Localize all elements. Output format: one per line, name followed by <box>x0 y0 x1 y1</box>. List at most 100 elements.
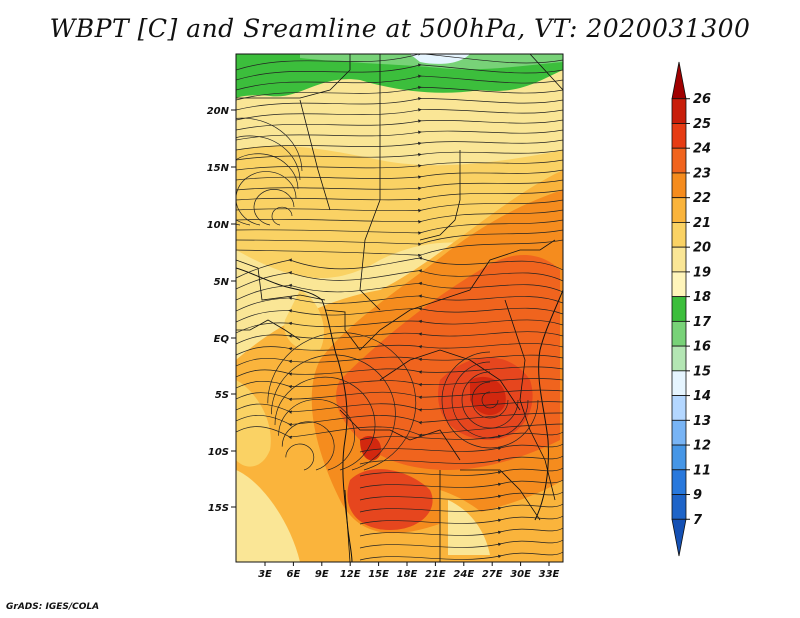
streamlines <box>236 54 563 561</box>
colorbar-label: 18 <box>693 290 711 305</box>
streamline <box>359 503 563 513</box>
colorbar-swatch <box>671 172 687 199</box>
streamline <box>359 467 563 477</box>
streamline <box>236 269 563 290</box>
west-pale-lobe <box>236 380 271 467</box>
colorbar-label: 13 <box>693 414 711 429</box>
lon-label: 24E <box>453 569 474 580</box>
streamline <box>236 169 563 181</box>
lat-label: 15S <box>208 503 229 514</box>
streamline <box>236 423 563 440</box>
colorbar-label: 12 <box>693 439 711 454</box>
colorbar-swatch <box>671 147 687 174</box>
streamline <box>481 391 499 409</box>
streamline <box>236 412 563 427</box>
colorbar-swatch <box>671 61 687 100</box>
lat-label: 5S <box>215 390 229 401</box>
colorbar-label: 22 <box>693 191 711 206</box>
colorbar-swatch <box>671 246 687 273</box>
lat-label: EQ <box>214 334 230 345</box>
streamline <box>236 281 563 301</box>
lat-label: 15N <box>207 163 230 174</box>
colorbar-label: 14 <box>693 389 711 404</box>
streamline <box>236 366 563 378</box>
lat-label: 10N <box>207 220 230 231</box>
streamline <box>236 54 563 71</box>
colorbar-swatch <box>671 370 687 396</box>
red-patch-south <box>347 469 433 530</box>
colorbar-label: 15 <box>693 364 711 379</box>
streamline <box>359 491 563 501</box>
streamline <box>236 139 563 151</box>
lon-label: 27E <box>482 569 503 580</box>
lon-label: 6E <box>287 569 301 580</box>
lat-axis: 20N 15N 10N 5N EQ 5S 10S 15S <box>207 106 236 514</box>
colorbar-swatch <box>671 296 687 322</box>
streamline <box>236 74 563 91</box>
lon-label: 33E <box>539 569 560 580</box>
streamline <box>236 219 563 235</box>
streamline <box>461 371 519 429</box>
streamline <box>236 256 563 279</box>
lat-label: 20N <box>207 106 230 117</box>
pale-cyan-patch <box>410 54 470 64</box>
streamline <box>236 63 563 81</box>
lat-label: 5N <box>214 277 230 288</box>
streamline <box>236 179 563 191</box>
lon-label: 21E <box>425 569 446 580</box>
streamline <box>236 199 563 213</box>
colorbar-swatch <box>671 98 687 124</box>
streamline <box>471 381 509 419</box>
streamline <box>236 119 563 131</box>
streamline <box>281 421 335 471</box>
coastline <box>236 267 353 562</box>
streamline <box>236 354 563 367</box>
streamline <box>359 443 563 453</box>
map-title: WBPT [C] and Sreamline at 500hPa, VT: 20… <box>49 14 751 43</box>
colorbar-label: 19 <box>693 265 711 280</box>
map-frame <box>235 53 564 563</box>
colorbar-swatch <box>671 345 687 372</box>
streamline <box>236 389 563 402</box>
colorbar-swatch <box>671 395 687 421</box>
lat-label: 10S <box>208 447 229 458</box>
streamline <box>236 239 563 258</box>
colorbar-label: 16 <box>693 340 711 355</box>
colorbar-swatch <box>671 469 687 495</box>
streamline <box>236 153 299 226</box>
streamline <box>441 351 539 449</box>
streamline <box>359 527 563 537</box>
streamline <box>236 85 563 101</box>
streamline <box>236 135 301 226</box>
streamline <box>451 361 529 439</box>
streamline <box>359 539 563 549</box>
lon-label: 12E <box>340 569 361 580</box>
lon-axis: 3E 6E 9E 12E 15E 18E 21E 24E 27E 30E 33E <box>258 562 560 580</box>
colorbar-label: 11 <box>693 463 711 478</box>
lon-label: 9E <box>315 569 329 580</box>
streamline <box>278 399 355 471</box>
streamline <box>359 551 563 561</box>
map-panel <box>236 54 563 562</box>
colorbar-swatch <box>671 320 687 347</box>
colorbar-label: 17 <box>693 315 712 330</box>
lon-label: 30E <box>510 569 531 580</box>
colorbar-swatch <box>671 419 687 446</box>
colorbar-label: 20 <box>693 241 711 256</box>
colorbar-swatch <box>671 444 687 471</box>
streamline <box>236 117 303 172</box>
colorbar-label: 25 <box>693 117 711 132</box>
streamline <box>236 331 563 345</box>
streamline <box>236 96 563 111</box>
grads-credit: GrADS: IGES/COLA <box>6 602 100 612</box>
streamline <box>271 206 293 226</box>
tan-north <box>236 145 563 280</box>
lon-label: 15E <box>368 569 389 580</box>
streamline <box>236 108 563 121</box>
deep-red-spot <box>360 435 381 461</box>
streamline <box>236 401 563 414</box>
streamline <box>236 189 563 202</box>
lon-label: 3E <box>258 569 272 580</box>
colorbar-swatch <box>671 123 687 149</box>
